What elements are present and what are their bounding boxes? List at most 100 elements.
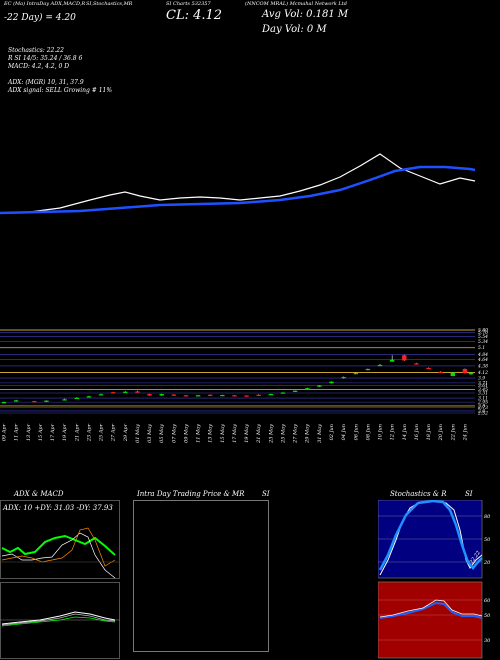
date-tick-label: 15 May	[220, 424, 226, 443]
date-tick-label: 25 Apr	[99, 423, 105, 442]
date-tick-label: 21 Apr	[74, 423, 80, 442]
date-tick-label: 14 Jun	[402, 424, 408, 440]
price-tick-label: 3.71	[478, 380, 488, 386]
rsi-blue-line	[379, 601, 483, 619]
stoch-slow-line	[378, 500, 483, 571]
date-tick-label: 27 Apr	[111, 423, 117, 442]
date-tick-label: 09 May	[183, 424, 189, 443]
adx-readout: ADX: (MGR) 10, 31, 37.9	[8, 79, 84, 86]
candle-body	[1, 402, 7, 404]
price-tick-label: 4.84	[477, 352, 488, 358]
price-tick-label: 5.34	[478, 339, 488, 345]
candle-body	[220, 395, 225, 397]
svg-text:60: 60	[484, 598, 491, 604]
price-tick-label: 5.80	[478, 328, 488, 334]
candle-body	[329, 381, 334, 384]
price-tick-label: 5.1	[478, 345, 485, 351]
date-tick-label: 05 May	[159, 424, 165, 443]
date-tick-label: 29 May	[305, 424, 311, 444]
svg-text:80: 80	[484, 514, 491, 520]
price-tick-label: 3.31	[478, 391, 488, 397]
adx-panel-readout: ADX: 10 +DY: 31.03 -DY: 37.93	[2, 504, 113, 512]
date-tick-label: 17 May	[232, 424, 238, 443]
candle-body	[232, 395, 237, 397]
stoch-panel-title-2: SI	[465, 490, 473, 498]
date-tick-label: 16 Jun	[414, 424, 420, 440]
rsi-readout: R SI 14/5: 35.24 / 36.8 6	[8, 55, 83, 62]
candle-body	[98, 394, 104, 396]
intra-panel-title: Intra Day Trading Price & MR	[137, 490, 245, 498]
candle-body	[44, 400, 49, 402]
price-tick-label: 3.61	[478, 383, 488, 389]
date-tick-label: 13 Apr	[26, 423, 32, 441]
candle-body	[389, 359, 395, 362]
candle-body	[450, 372, 456, 377]
date-tick-label: 24 Jun	[462, 424, 468, 441]
price-tick-label: 4.12	[477, 370, 488, 376]
price-tick-label: 2.6	[477, 408, 485, 414]
date-tick-label: 07 May	[171, 424, 177, 443]
date-tick-label: 19 May	[244, 424, 250, 443]
stoch-rsi-panel: 80 50 20 22.22 60 50 30	[378, 500, 491, 659]
candle-body	[341, 377, 346, 379]
candle-body	[365, 368, 371, 371]
date-tick-label: 11 Apr	[14, 423, 20, 441]
price-tick-label: 4.64	[477, 357, 488, 363]
candle-body	[147, 394, 152, 396]
date-tick-label: 02 Jun	[329, 424, 335, 440]
date-tick-label: 22 Jun	[450, 424, 456, 441]
candle-body	[208, 394, 213, 396]
svg-text:50: 50	[484, 613, 491, 619]
date-tick-label: 01 May	[135, 424, 141, 443]
rsi-white-line	[379, 599, 483, 618]
day-vol-label: Day Vol: 0 M	[262, 24, 327, 35]
close-label: CL: 4.12	[166, 8, 223, 23]
price-tick-label: 2.8	[477, 403, 485, 409]
candle-chart: 5.805.705.545.345.14.844.644.384.123.93.…	[0, 328, 488, 417]
candle-body	[317, 385, 322, 387]
candle-body	[135, 391, 140, 393]
macd-readout: MACD: 4.2, 4.2, 0 D	[8, 63, 70, 70]
candle-body	[159, 394, 164, 396]
price-tick-label: 5.54	[478, 334, 488, 340]
ema-line	[0, 165, 476, 215]
intra-day-panel	[133, 500, 269, 652]
date-tick-label: 23 Apr	[86, 423, 92, 442]
price-tick-label: 3.9	[478, 376, 485, 382]
candle-body	[62, 399, 67, 401]
ma-chart	[0, 153, 476, 215]
date-tick-label: 13 May	[208, 424, 214, 443]
candle-body	[195, 395, 201, 397]
svg-text:50: 50	[484, 537, 491, 543]
date-tick-label: 19 Apr	[62, 423, 68, 441]
intra-panel-title-2: SI	[262, 490, 270, 498]
header-title-symbol: (NNCOM MRAL) Mcmahal Network Ltd	[245, 1, 347, 7]
candle-body	[74, 397, 79, 400]
date-tick-label: 04 Jun	[341, 424, 347, 440]
candle-body	[353, 373, 358, 375]
price-tick-label: 2.95	[477, 400, 488, 406]
date-tick-label: 06 Jun	[353, 424, 359, 440]
day-line: -22 Day) = 4.20	[4, 13, 76, 23]
header-title-mid: SI,Stochastics,MR	[86, 1, 133, 7]
svg-text:20: 20	[483, 560, 491, 566]
candle-body	[13, 400, 19, 402]
date-tick-label: 15 Apr	[38, 423, 44, 441]
avg-vol-label: Avg Vol: 0.181 M	[262, 9, 349, 20]
candle-body	[462, 368, 468, 374]
date-tick-label: 29 Apr	[123, 423, 129, 442]
date-tick-label: 10 Jun	[378, 424, 384, 440]
adx-signal: ADX signal: SELL Growing # 11%	[8, 87, 113, 94]
date-tick-label: 25 May	[280, 424, 286, 444]
candle-body	[123, 391, 128, 393]
candle-body	[292, 390, 298, 392]
candle-body	[438, 371, 443, 373]
candle-body	[426, 367, 431, 370]
date-tick-label: 11 May	[196, 424, 202, 443]
candle-body	[280, 392, 286, 394]
candle-body	[377, 364, 383, 367]
candle-body	[305, 388, 310, 390]
stoch-readout: Stochastics: 22.22	[8, 47, 64, 54]
candle-body	[244, 395, 249, 397]
price-tick-label: 2.73	[477, 405, 488, 411]
